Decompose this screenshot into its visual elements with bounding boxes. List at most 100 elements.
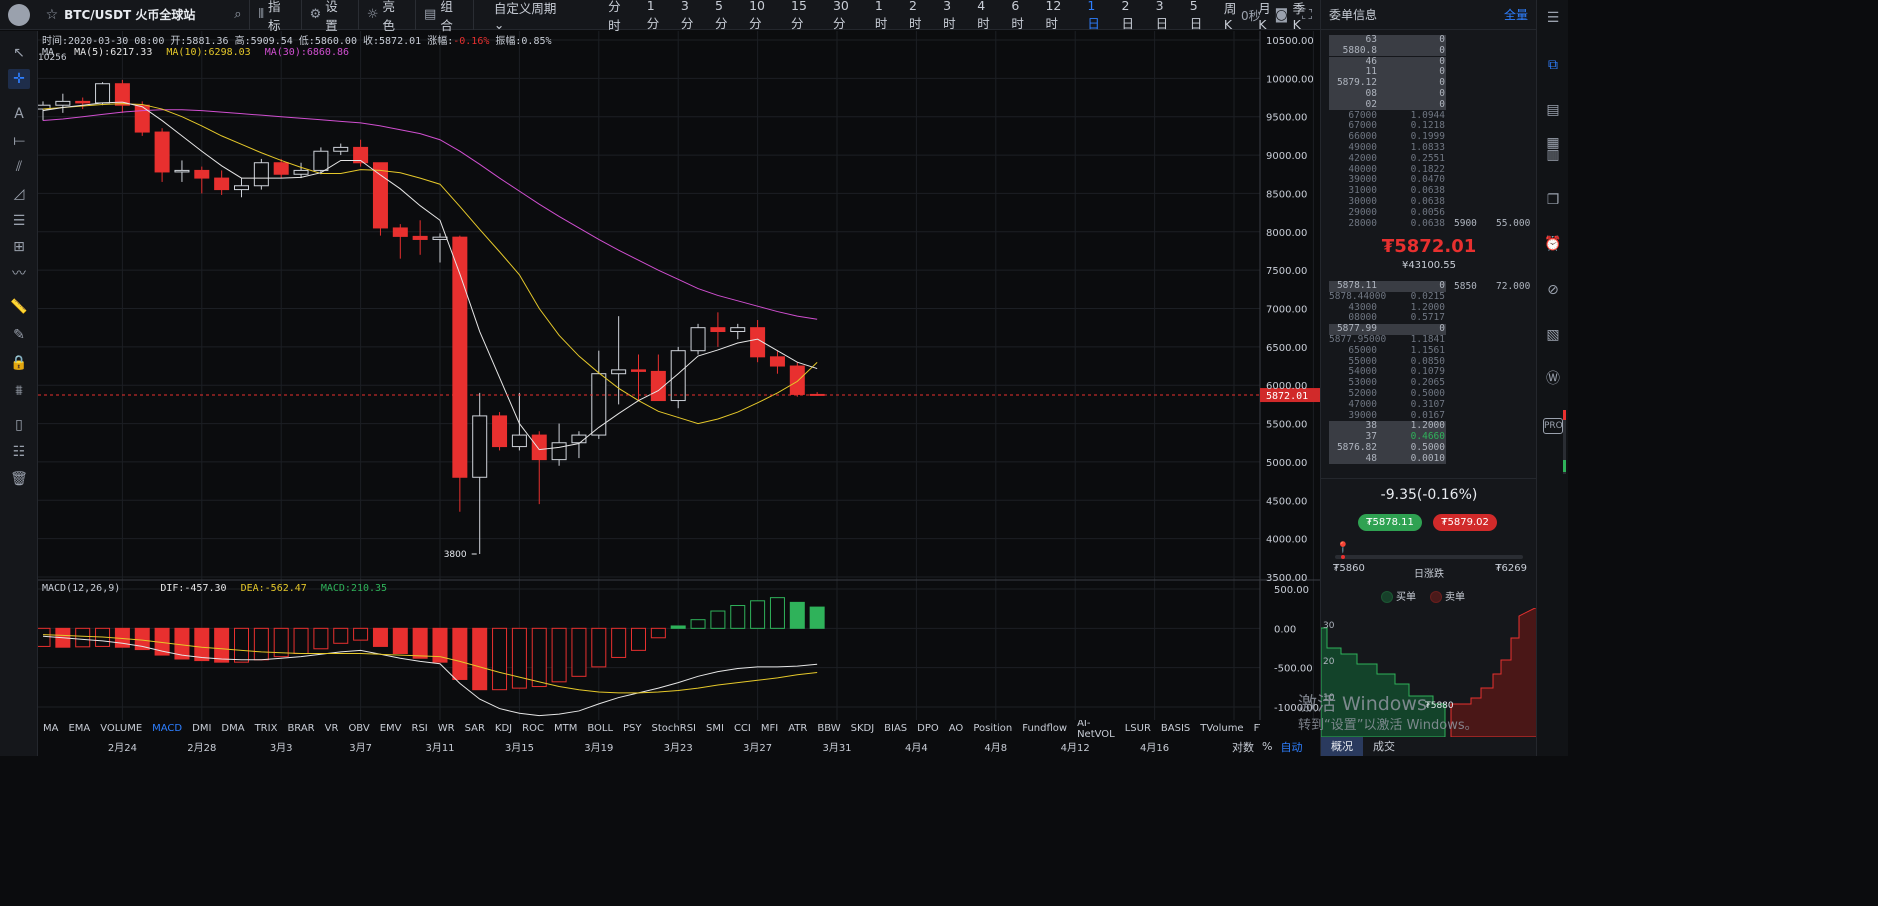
indicator-tab-atr[interactable]: ATR [788, 723, 808, 734]
indicator-tab-volume[interactable]: VOLUME [100, 723, 143, 734]
symbol-selector[interactable]: ☆ BTC/USDT 火币全球站 ⌕ [38, 0, 251, 30]
period-16[interactable]: 5日 [1189, 0, 1203, 31]
orderbook-row[interactable]: 67000 1.0944 [1329, 110, 1529, 122]
indicator-tab-kdj[interactable]: KDJ [494, 723, 513, 734]
orderbook-row[interactable]: 31000 0.0638 [1329, 186, 1529, 197]
clipboard-icon[interactable]: ▦ [1546, 135, 1560, 151]
period-4[interactable]: 10分 [749, 0, 766, 31]
indicator-tab-dma[interactable]: DMA [221, 723, 245, 734]
depth-chart[interactable]: 30 20 10 ₮5880 [1321, 608, 1537, 737]
bookmark-icon[interactable]: ▯ [15, 417, 23, 433]
theme-button[interactable]: ☼ 亮色 [359, 0, 417, 33]
gann-tool-icon[interactable]: ⊞ [13, 239, 25, 255]
indicator-tab-ai-netvol[interactable]: AI-NetVOL [1077, 720, 1115, 737]
pro-icon[interactable]: PRO [1543, 418, 1563, 434]
triangle-tool-icon[interactable]: ◿ [13, 186, 25, 202]
period-13[interactable]: 1日 [1087, 0, 1100, 31]
indicator-tab-mfi[interactable]: MFI [760, 723, 779, 734]
orderbook-row[interactable]: 67000 0.1218 [1329, 121, 1529, 132]
orderbook-row[interactable]: 29000 0.0056 [1329, 207, 1529, 219]
orderbook-row[interactable]: 65000 1.1561 [1329, 345, 1529, 357]
orderbook-row[interactable]: 52000 0.5000 [1329, 388, 1529, 400]
orderbook-row[interactable]: 39000 0.0470 [1329, 175, 1529, 186]
bar-chart-icon[interactable]: ▥ [1546, 147, 1560, 163]
orderbook-row[interactable]: 28000 0.0638 [1329, 218, 1529, 230]
tab-trades[interactable]: 成交 [1373, 740, 1395, 753]
auto-scale-toggle[interactable]: 自动 [1280, 740, 1303, 754]
cursor-arrow-icon[interactable]: ↖ [13, 45, 25, 61]
indicator-tab-psy[interactable]: PSY [623, 723, 642, 734]
period-9[interactable]: 3时 [943, 0, 956, 31]
indicators-button[interactable]: ⫴ 指标 [250, 0, 302, 33]
indicator-tab-lsur[interactable]: LSUR [1124, 723, 1151, 734]
orderbook-row[interactable]: 40000 0.1822 [1329, 164, 1529, 176]
lock-icon[interactable]: 🔒 [10, 355, 28, 371]
period-1[interactable]: 1分 [646, 0, 660, 31]
search-icon[interactable]: ⌕ [234, 7, 242, 22]
wallet-icon[interactable]: Ⓦ [1546, 371, 1560, 387]
combo-button[interactable]: ▤ 组合 [416, 0, 474, 33]
orderbook-row[interactable]: 5876.82 0.5000 [1329, 442, 1529, 454]
orderbook-row[interactable]: 37 0.4660 [1329, 432, 1529, 443]
indicator-tab-smi[interactable]: SMI [706, 723, 724, 734]
indicator-tab-basis[interactable]: BASIS [1160, 723, 1191, 734]
period-6[interactable]: 30分 [832, 0, 849, 31]
menu-icon[interactable]: ☰ [1546, 10, 1560, 26]
indicator-tab-trix[interactable]: TRIX [254, 723, 278, 734]
period-3[interactable]: 5分 [715, 0, 728, 31]
wave-tool-icon[interactable]: 〰 [12, 266, 26, 282]
orderbook-row[interactable]: 47000 0.3107 [1329, 399, 1529, 411]
orderbook-row[interactable]: 30000 0.0638 [1329, 196, 1529, 208]
orderbook-row[interactable]: 54000 0.1079 [1329, 367, 1529, 378]
orderbook-row[interactable]: 5878.11 0 [1329, 280, 1529, 292]
percent-scale-toggle[interactable]: % [1262, 740, 1273, 753]
orderbook-row[interactable]: 5879.12 0 [1329, 78, 1529, 89]
indicator-tab-ftbs[interactable]: FTBS [1253, 723, 1260, 734]
log-scale-toggle[interactable]: 对数 [1232, 740, 1254, 754]
indicator-tab-emv[interactable]: EMV [379, 723, 402, 734]
period-18[interactable]: 月K [1258, 0, 1271, 32]
indicator-tab-position[interactable]: Position [973, 723, 1013, 734]
indicator-tab-fundflow[interactable]: Fundflow [1022, 723, 1068, 734]
indicator-tab-rsi[interactable]: RSI [411, 723, 428, 734]
orderbook-row[interactable]: 5877.99 0 [1329, 324, 1529, 335]
crosshair-icon[interactable]: ✛ [8, 69, 30, 89]
orderbook-row[interactable]: 38 1.2000 [1329, 421, 1529, 432]
indicator-tab-dmi[interactable]: DMI [192, 723, 212, 734]
period-15[interactable]: 3日 [1155, 0, 1169, 31]
orderbook-row[interactable]: 08000 0.5717 [1329, 313, 1529, 324]
indicator-tab-tvolume[interactable]: TVolume [1200, 723, 1244, 734]
orderbook-row[interactable]: 08 0 [1329, 88, 1529, 100]
best-bid-button[interactable]: ₮5878.11 [1358, 514, 1422, 531]
orderbook-row[interactable]: 46 0 [1329, 56, 1529, 68]
price-chart[interactable]: 5872.01 10500.00 10000.00 9500.00 9000.00 850… [38, 31, 1320, 720]
alarm-icon[interactable]: ⏰ [1544, 236, 1562, 252]
fib-tool-icon[interactable]: ☰ [12, 213, 26, 229]
indicator-tab-bbw[interactable]: BBW [817, 723, 841, 734]
settings-button[interactable]: ⚙ 设置 [302, 0, 359, 33]
fullscreen-icon[interactable]: ⛶ [1302, 7, 1312, 23]
period-5[interactable]: 15分 [791, 0, 807, 31]
full-depth-button[interactable]: 全量 [1503, 8, 1528, 22]
orderbook-row[interactable]: 48 0.0010 [1329, 453, 1529, 465]
channel-tool-icon[interactable]: ⫽ [15, 159, 23, 175]
edit-list-icon[interactable]: ☷ [12, 444, 26, 460]
indicator-tab-cci[interactable]: CCI [733, 723, 751, 734]
orderbook-row[interactable]: 49000 1.0833 [1329, 142, 1529, 154]
indicator-tab-roc[interactable]: ROC [522, 723, 544, 734]
side-slider[interactable] [1563, 410, 1566, 474]
orderbook-row[interactable]: 11 0 [1329, 67, 1529, 78]
line-tool-icon[interactable]: ⟝ [13, 133, 25, 149]
custom-period-dropdown[interactable]: 自定义周期 ⌄ [480, 0, 597, 32]
pencil-icon[interactable]: ✎ [13, 327, 25, 343]
indicator-tab-brar[interactable]: BRAR [287, 723, 315, 734]
orderbook-row[interactable]: 55000 0.0850 [1329, 356, 1529, 368]
period-12[interactable]: 12时 [1045, 0, 1062, 31]
indicator-tab-mtm[interactable]: MTM [553, 723, 578, 734]
orderbook-row[interactable]: 43000 1.2000 [1329, 302, 1529, 314]
compass-icon[interactable]: ⊘ [1547, 282, 1559, 298]
tab-overview[interactable]: 概况 [1321, 737, 1363, 756]
indicator-tab-macd[interactable]: MACD [152, 723, 183, 734]
copy-icon[interactable]: ❐ [1546, 192, 1560, 208]
indicator-tab-stochrsi[interactable]: StochRSI [651, 723, 696, 734]
